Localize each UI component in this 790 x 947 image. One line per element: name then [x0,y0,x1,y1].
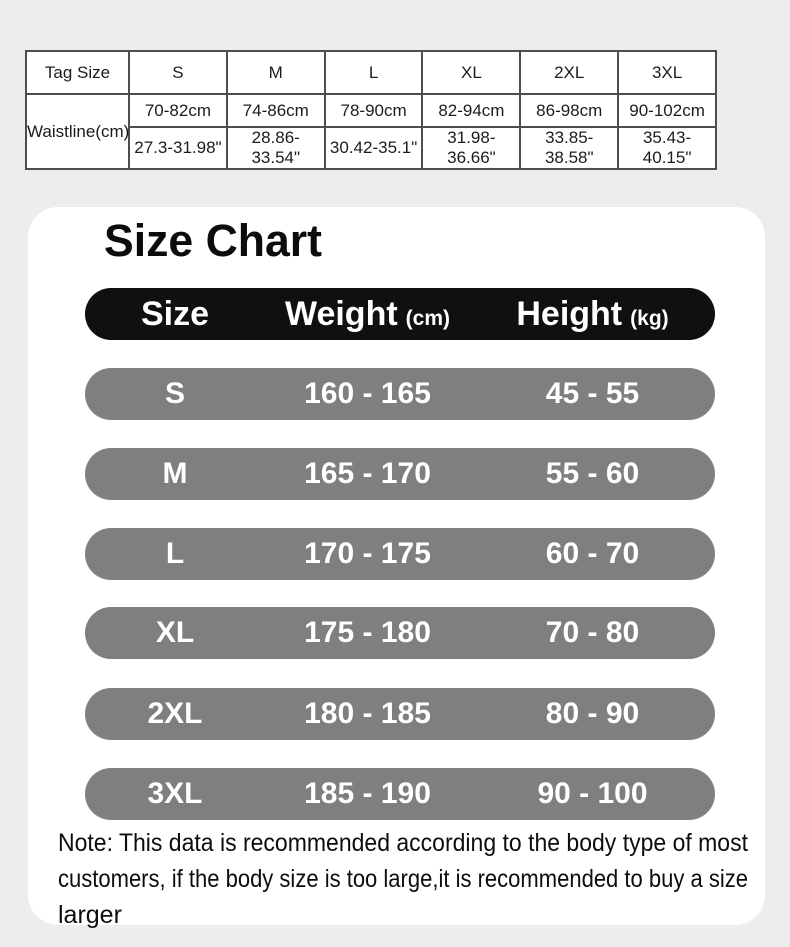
tag-size-header-row: Tag Size S M L XL 2XL 3XL [25,50,717,95]
size-row-2xl: 2XL 180 - 185 80 - 90 [85,688,715,740]
row-size: M [162,457,188,490]
waistline-in-s-line: 27.3-31.98" [134,138,222,158]
size-row-3xl: 3XL 185 - 190 90 - 100 [85,768,715,820]
waistline-cm-row: Waistline(cm) 70-82cm 74-86cm 78-90cm 82… [25,93,717,170]
row-weight: 165 - 170 [304,457,431,490]
size-row-xl: XL 175 - 180 70 - 80 [85,607,715,659]
waistline-in-2xl-line2: 38.58" [544,148,594,167]
waistline-in-xl: 31.98- 36.66" [421,126,522,170]
row-height: 60 - 70 [545,537,640,570]
tag-size-header-cell: Tag Size [25,50,130,95]
tag-size-table: Tag Size S M L XL 2XL 3XL Waistline(cm) … [25,50,717,170]
row-size: XL [155,616,195,649]
row-weight: 160 - 165 [304,377,431,410]
size-col-2xl: 2XL [519,50,620,95]
waistline-in-m-line2: 33.54" [251,148,301,167]
note-text: Note: This data is recommended according… [58,829,790,937]
row-weight: 175 - 180 [304,616,431,649]
waistline-cm-s: 70-82cm [128,93,228,128]
row-size: 2XL [147,697,203,730]
waistline-cm-3xl: 90-102cm [617,93,717,128]
waistline-cm-l: 78-90cm [323,93,424,128]
waistline-in-3xl-line1: 35.43- [642,128,692,148]
waistline-cm-xl: 82-94cm [421,93,522,128]
note-row: customers, if the body size is too large… [58,865,790,901]
row-size: L [165,537,185,570]
header-weight-unit: (cm) [405,306,451,330]
header-height-unit: (kg) [630,306,669,330]
header-size-label: Size [140,294,210,333]
waistline-in-3xl: 35.43- 40.15" [617,126,717,170]
row-height: 45 - 55 [545,377,640,410]
size-col-3xl: 3XL [617,50,717,95]
waistline-in-s: 27.3-31.98" [128,126,228,170]
size-col-l: L [323,50,424,95]
waistline-in-l: 30.42-35.1" [323,126,424,170]
waistline-in-3xl-line2: 40.15" [642,148,692,167]
waistline-in-m: 28.86- 33.54" [225,126,326,170]
row-height: 80 - 90 [545,697,640,730]
row-size: S [164,377,185,410]
header-height-label: Height (kg) [470,295,715,334]
note-row: Note: This data is recommended according… [58,829,790,865]
waistline-cm-m: 74-86cm [225,93,326,128]
waistline-inch-row: 27.3-31.98" 28.86- 33.54" 30.42-35.1" 31… [26,126,717,170]
size-chart-card: Size Chart Size Weight (cm) Height (kg) S … [28,207,765,929]
row-height: 90 - 100 [537,777,648,810]
waistline-cm-2xl: 86-98cm [519,93,620,128]
size-chart-header-pill: Size Weight (cm) Height (kg) [85,288,715,340]
row-height: 55 - 60 [545,457,640,490]
waistline-in-2xl: 33.85- 38.58" [519,126,620,170]
waistline-in-2xl-line1: 33.85- [545,128,594,148]
header-height-word: Height [516,294,623,333]
header-weight-word: Weight [284,294,398,333]
note-line-3: larger [58,901,122,929]
size-col-s: S [128,50,228,95]
row-weight: 170 - 175 [304,537,431,570]
waistline-label-cell: Waistline(cm) [25,93,130,170]
waistline-in-xl-line1: 31.98- [447,128,496,148]
note-row: larger [58,901,790,937]
size-row-l: L 170 - 175 60 - 70 [85,528,715,580]
waistline-in-l-line: 30.42-35.1" [329,138,418,158]
note-line-2: customers, if the body size is too large… [58,865,748,893]
row-height: 70 - 80 [545,616,640,649]
size-row-s: S 160 - 165 45 - 55 [85,368,715,420]
size-col-m: M [225,50,326,95]
note-line-1: Note: This data is recommended according… [58,829,748,857]
row-size: 3XL [147,777,203,810]
size-col-xl: XL [421,50,522,95]
header-weight-label: Weight (cm) [265,295,470,334]
row-weight: 180 - 185 [304,697,431,730]
waistline-in-m-line1: 28.86- [251,128,300,148]
waistline-in-xl-line2: 36.66" [447,148,496,167]
size-row-m: M 165 - 170 55 - 60 [85,448,715,500]
size-chart-title: Size Chart [104,215,322,266]
row-weight: 185 - 190 [304,777,431,810]
